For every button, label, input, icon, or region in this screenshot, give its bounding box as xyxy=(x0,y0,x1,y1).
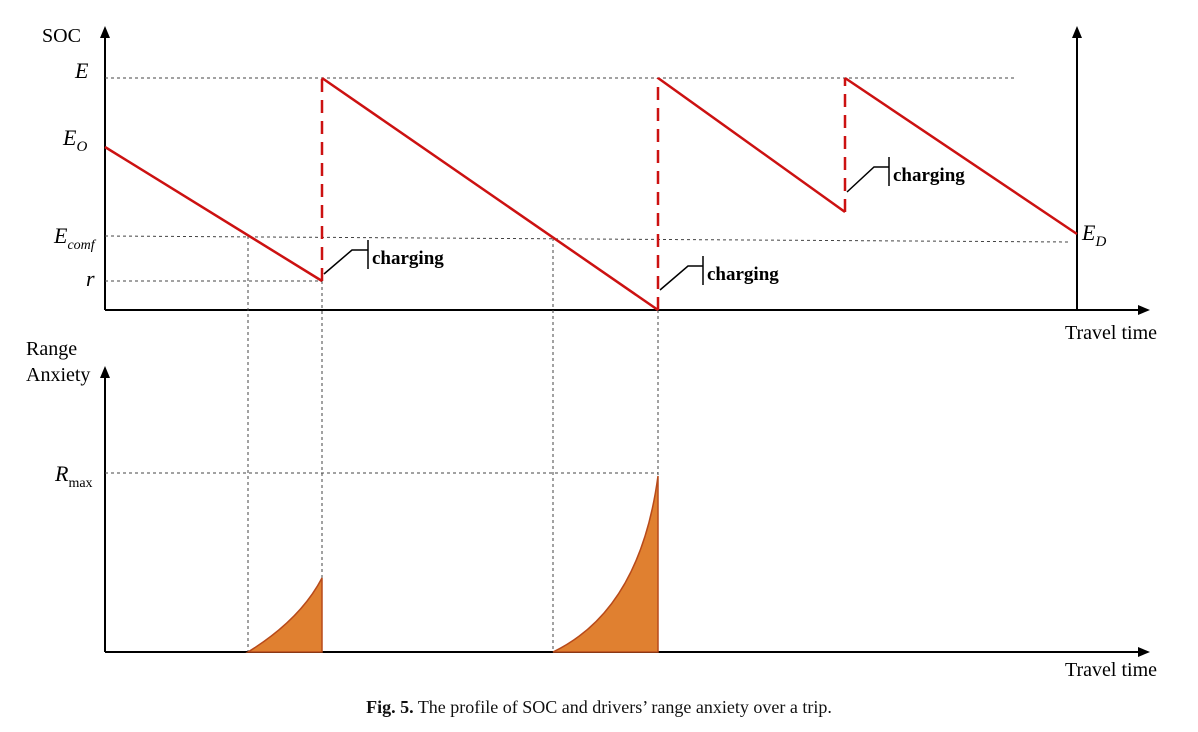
charging-callout-2 xyxy=(659,265,703,291)
anxiety-x-axis-arrow xyxy=(1138,647,1150,657)
level-E0-main: E xyxy=(62,125,77,150)
anxiety-y-axis-arrow xyxy=(100,366,110,378)
anxiety-y-label-line1: Range xyxy=(26,338,77,360)
anxiety-x-label: Travel time xyxy=(1065,659,1157,681)
level-Ecomf-label: Ecomf xyxy=(53,223,97,253)
charging-callouts xyxy=(323,157,890,291)
anxiety-area-1 xyxy=(245,577,323,653)
guide-Ecomf xyxy=(104,235,1071,243)
level-ED-label: ED xyxy=(1081,220,1106,250)
anxiety-area-2 xyxy=(552,475,659,653)
caption-label: Fig. 5. xyxy=(366,697,414,717)
rmax-label: Rmax xyxy=(54,461,93,491)
rmax-sub: max xyxy=(68,476,92,491)
anxiety-y-label-line2: Anxiety xyxy=(26,364,90,386)
figure-caption: Fig. 5. The profile of SOC and drivers’ … xyxy=(0,697,1198,718)
level-r-label: r xyxy=(86,266,95,291)
soc-axes xyxy=(104,34,1140,311)
level-E0-label: EO xyxy=(62,125,87,155)
soc-x-label: Travel time xyxy=(1065,322,1157,344)
soc-discharge-3 xyxy=(657,76,846,214)
vertical-guides xyxy=(247,236,659,652)
level-Ecomf-main: E xyxy=(53,223,68,248)
soc-y-label: SOC xyxy=(42,25,81,47)
level-ED-main: E xyxy=(1081,220,1096,245)
level-E-label: E xyxy=(74,58,89,83)
right-y-axis-arrow xyxy=(1072,26,1082,38)
level-E0-sub: O xyxy=(76,139,87,155)
charging-callout-1 xyxy=(323,249,368,275)
soc-discharge-2 xyxy=(321,76,659,312)
soc-discharge-4 xyxy=(844,76,1078,236)
charging-label-1: charging xyxy=(372,248,444,269)
level-Ecomf-sub: comf xyxy=(67,238,96,253)
charging-label-3: charging xyxy=(893,165,965,186)
soc-profile xyxy=(104,76,1078,312)
charging-callout-3 xyxy=(846,166,889,193)
soc-x-axis-arrow xyxy=(1138,305,1150,315)
level-ED-sub: D xyxy=(1094,234,1106,250)
soc-y-axis-arrow xyxy=(100,26,110,38)
soc-discharge-1 xyxy=(104,145,323,283)
soc-guides xyxy=(104,77,1071,282)
charging-label-2: charging xyxy=(707,264,779,285)
rmax-main: R xyxy=(54,461,69,486)
caption-text: The profile of SOC and drivers’ range an… xyxy=(413,697,832,717)
